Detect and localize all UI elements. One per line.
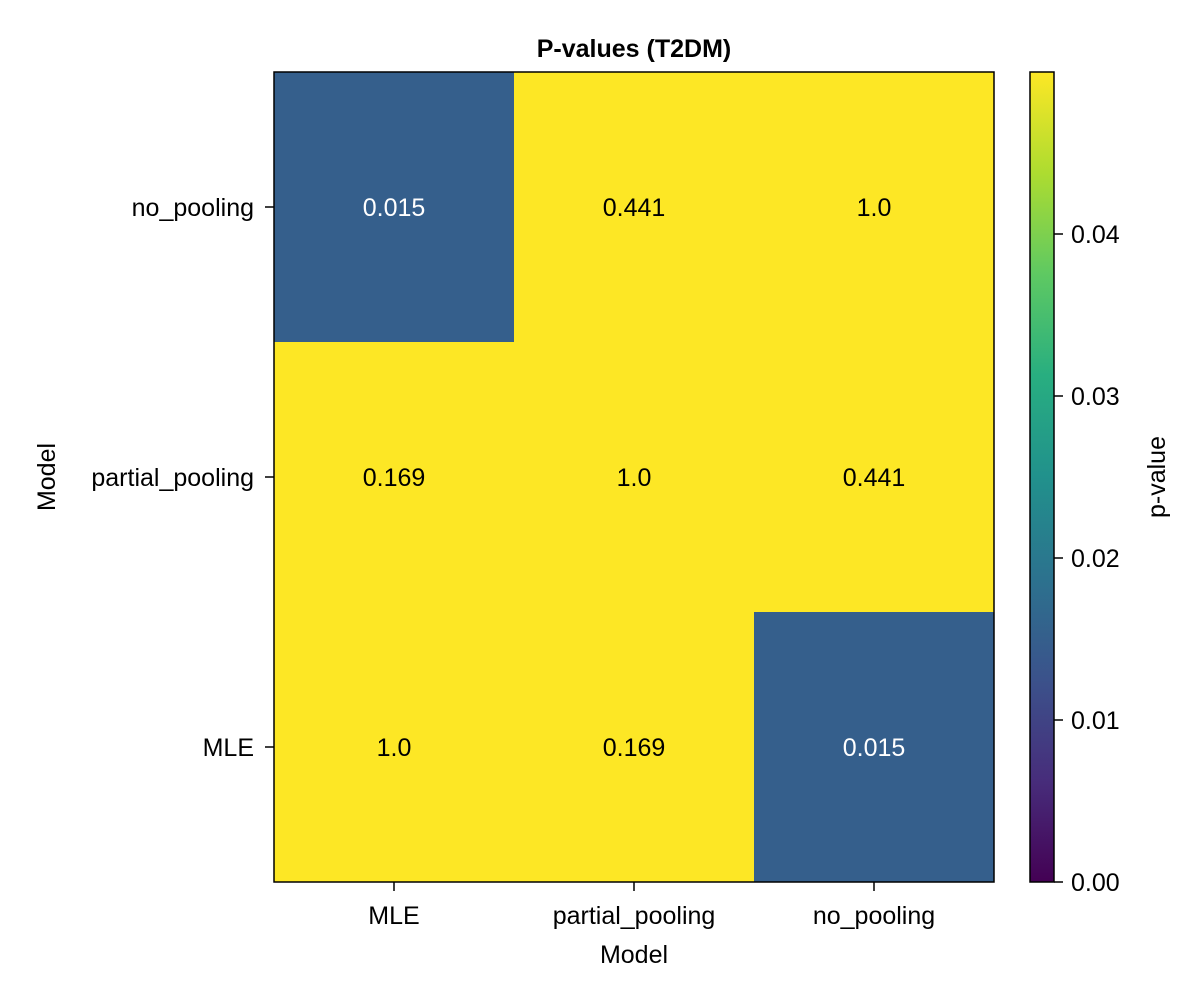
- x-tick-label: no_pooling: [813, 902, 935, 930]
- colorbar-tick-label: 0.04: [1071, 221, 1120, 249]
- cell-value-label: 0.015: [363, 194, 426, 222]
- chart-title: P-values (T2DM): [537, 35, 731, 63]
- x-tick-label: partial_pooling: [553, 902, 716, 930]
- cell-value-label: 0.441: [603, 194, 666, 222]
- heatmap-cell: [754, 612, 995, 883]
- colorbar-ticks: 0.00 0.01 0.02 0.03 0.04: [1054, 221, 1120, 897]
- cell-value-label: 0.169: [363, 464, 426, 492]
- x-tick-label: MLE: [368, 902, 419, 930]
- heatmap-cell: [754, 342, 995, 613]
- y-tick-label: MLE: [203, 734, 254, 762]
- y-axis-ticks: no_pooling partial_pooling MLE: [91, 194, 274, 762]
- heatmap-cell: [274, 72, 515, 343]
- x-axis-ticks: MLE partial_pooling no_pooling: [368, 882, 935, 930]
- cell-value-label: 0.441: [843, 464, 906, 492]
- heatmap-cells: [274, 72, 995, 883]
- heatmap-cell: [514, 72, 755, 343]
- heatmap-cell: [514, 612, 755, 883]
- heatmap-cell: [514, 342, 755, 613]
- cell-value-label: 0.169: [603, 734, 666, 762]
- heatmap-cell: [754, 72, 995, 343]
- cell-value-label: 1.0: [857, 194, 892, 222]
- colorbar-tick-label: 0.01: [1071, 707, 1120, 735]
- heatmap-cell: [274, 342, 515, 613]
- heatmap-cell: [274, 612, 515, 883]
- y-axis-label: Model: [33, 443, 61, 511]
- colorbar-tick-label: 0.00: [1071, 869, 1120, 897]
- cell-value-label: 1.0: [617, 464, 652, 492]
- colorbar: [1029, 71, 1055, 883]
- colorbar-tick-label: 0.02: [1071, 545, 1120, 573]
- heatmap-cell-labels: 0.015 0.441 1.0 0.169 1.0 0.441 1.0 0.169 0.015: [363, 194, 906, 762]
- x-axis-label: Model: [600, 941, 668, 969]
- cell-value-label: 0.015: [843, 734, 906, 762]
- colorbar-label: p-value: [1143, 436, 1171, 518]
- y-tick-label: no_pooling: [132, 194, 254, 222]
- y-tick-label: partial_pooling: [91, 464, 254, 492]
- cell-value-label: 1.0: [377, 734, 412, 762]
- colorbar-tick-label: 0.03: [1071, 383, 1120, 411]
